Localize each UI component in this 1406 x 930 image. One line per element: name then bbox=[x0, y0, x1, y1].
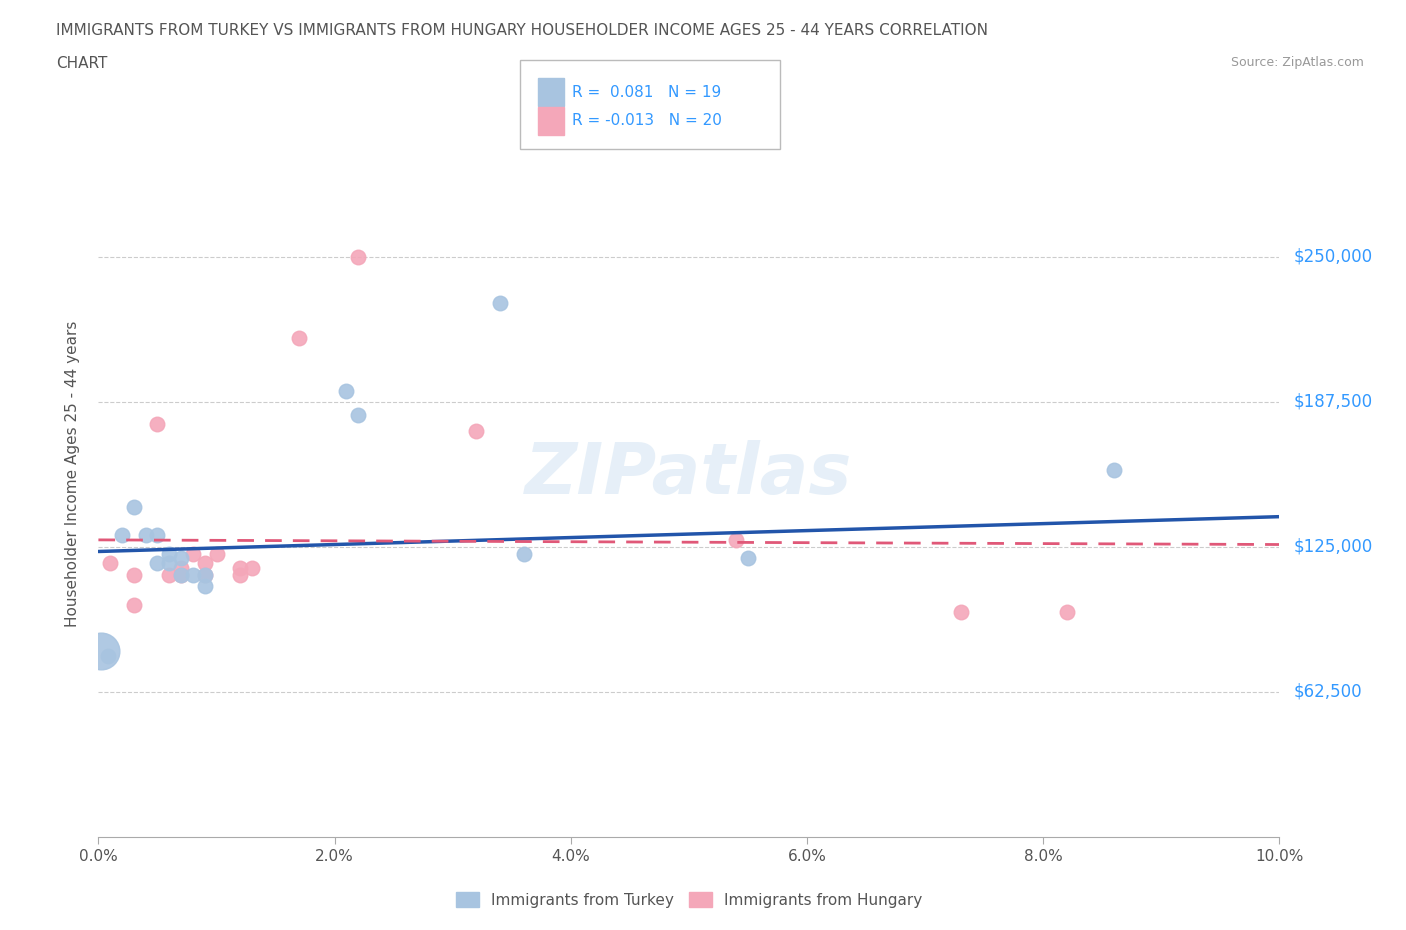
Point bbox=[194, 555, 217, 570]
Point bbox=[181, 567, 204, 582]
Point bbox=[288, 330, 311, 345]
Legend: Immigrants from Turkey, Immigrants from Hungary: Immigrants from Turkey, Immigrants from … bbox=[456, 892, 922, 908]
Point bbox=[181, 546, 204, 561]
Text: IMMIGRANTS FROM TURKEY VS IMMIGRANTS FROM HUNGARY HOUSEHOLDER INCOME AGES 25 - 4: IMMIGRANTS FROM TURKEY VS IMMIGRANTS FRO… bbox=[56, 23, 988, 38]
Point bbox=[465, 423, 488, 438]
Point bbox=[90, 644, 112, 658]
Point bbox=[97, 648, 120, 663]
Point bbox=[737, 551, 759, 565]
Point bbox=[335, 384, 357, 399]
Point bbox=[98, 555, 121, 570]
Text: ZIPatlas: ZIPatlas bbox=[526, 440, 852, 509]
Point bbox=[122, 500, 145, 515]
Point bbox=[194, 578, 217, 593]
Point bbox=[170, 567, 193, 582]
Point bbox=[146, 528, 169, 543]
Point bbox=[949, 604, 972, 619]
Y-axis label: Householder Income Ages 25 - 44 years: Householder Income Ages 25 - 44 years bbox=[65, 321, 80, 628]
Point bbox=[135, 528, 157, 543]
Text: $250,000: $250,000 bbox=[1294, 247, 1372, 266]
Point bbox=[240, 560, 263, 575]
Point bbox=[194, 567, 217, 582]
Point bbox=[146, 417, 169, 432]
Point bbox=[157, 567, 180, 582]
Point bbox=[170, 567, 193, 582]
Point bbox=[725, 533, 748, 548]
Text: Source: ZipAtlas.com: Source: ZipAtlas.com bbox=[1230, 56, 1364, 69]
Point bbox=[229, 567, 252, 582]
Point bbox=[157, 555, 180, 570]
Point bbox=[205, 546, 228, 561]
Point bbox=[512, 546, 534, 561]
Text: R = -0.013   N = 20: R = -0.013 N = 20 bbox=[572, 113, 723, 128]
Point bbox=[1102, 463, 1125, 478]
Point bbox=[122, 567, 145, 582]
Point bbox=[489, 296, 512, 311]
Point bbox=[347, 249, 370, 264]
Text: $187,500: $187,500 bbox=[1294, 392, 1372, 411]
Point bbox=[194, 567, 217, 582]
Point bbox=[1056, 604, 1078, 619]
Point bbox=[146, 555, 169, 570]
Text: $62,500: $62,500 bbox=[1294, 683, 1362, 701]
Point bbox=[111, 528, 134, 543]
Point bbox=[347, 407, 370, 422]
Text: R =  0.081   N = 19: R = 0.081 N = 19 bbox=[572, 85, 721, 100]
Point bbox=[122, 597, 145, 612]
Point bbox=[229, 560, 252, 575]
Point bbox=[157, 546, 180, 561]
Point bbox=[170, 560, 193, 575]
Text: CHART: CHART bbox=[56, 56, 108, 71]
Text: $125,000: $125,000 bbox=[1294, 538, 1372, 556]
Point bbox=[170, 551, 193, 565]
